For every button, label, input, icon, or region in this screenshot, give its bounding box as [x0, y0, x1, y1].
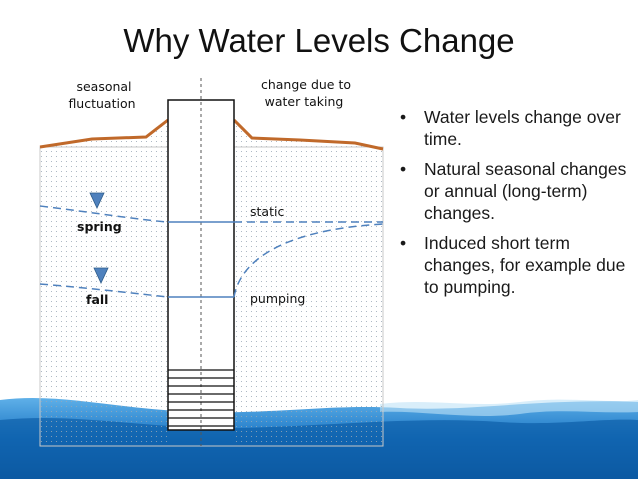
label-fall: fall	[86, 292, 108, 307]
bullet-list: • Water levels change over time. • Natur…	[398, 106, 630, 306]
label-change-due-to: change due to	[261, 77, 351, 92]
slide-title: Why Water Levels Change	[123, 22, 515, 59]
bullet-text: Water levels change over time.	[424, 107, 621, 149]
fall-water-level	[39, 283, 169, 298]
spring-water-table-icon	[89, 192, 105, 209]
bullet-marker: •	[400, 107, 407, 127]
label-fluctuation: fluctuation	[68, 96, 135, 111]
label-seasonal: seasonal	[76, 79, 131, 94]
bullet-item: • Natural seasonal changes or annual (lo…	[398, 158, 630, 224]
label-water-taking: water taking	[265, 94, 344, 109]
aquifer-soil-right	[234, 120, 383, 446]
label-static: static	[250, 204, 284, 219]
bullet-marker: •	[400, 233, 407, 253]
bullet-item: • Induced short term changes, for exampl…	[398, 232, 630, 298]
fall-water-table-icon	[93, 267, 109, 284]
bullet-item: • Water levels change over time.	[398, 106, 630, 150]
bullet-marker: •	[400, 159, 407, 179]
label-pumping: pumping	[250, 291, 305, 306]
drawdown-cone	[233, 223, 384, 298]
well-screen	[168, 369, 234, 427]
spring-water-level	[39, 205, 169, 223]
aquifer-soil	[40, 120, 168, 446]
bullet-text: Natural seasonal changes or annual (long…	[424, 159, 627, 223]
ground-surface-line	[39, 118, 384, 151]
bullet-text: Induced short term changes, for example …	[424, 233, 626, 297]
label-spring: spring	[77, 219, 122, 234]
